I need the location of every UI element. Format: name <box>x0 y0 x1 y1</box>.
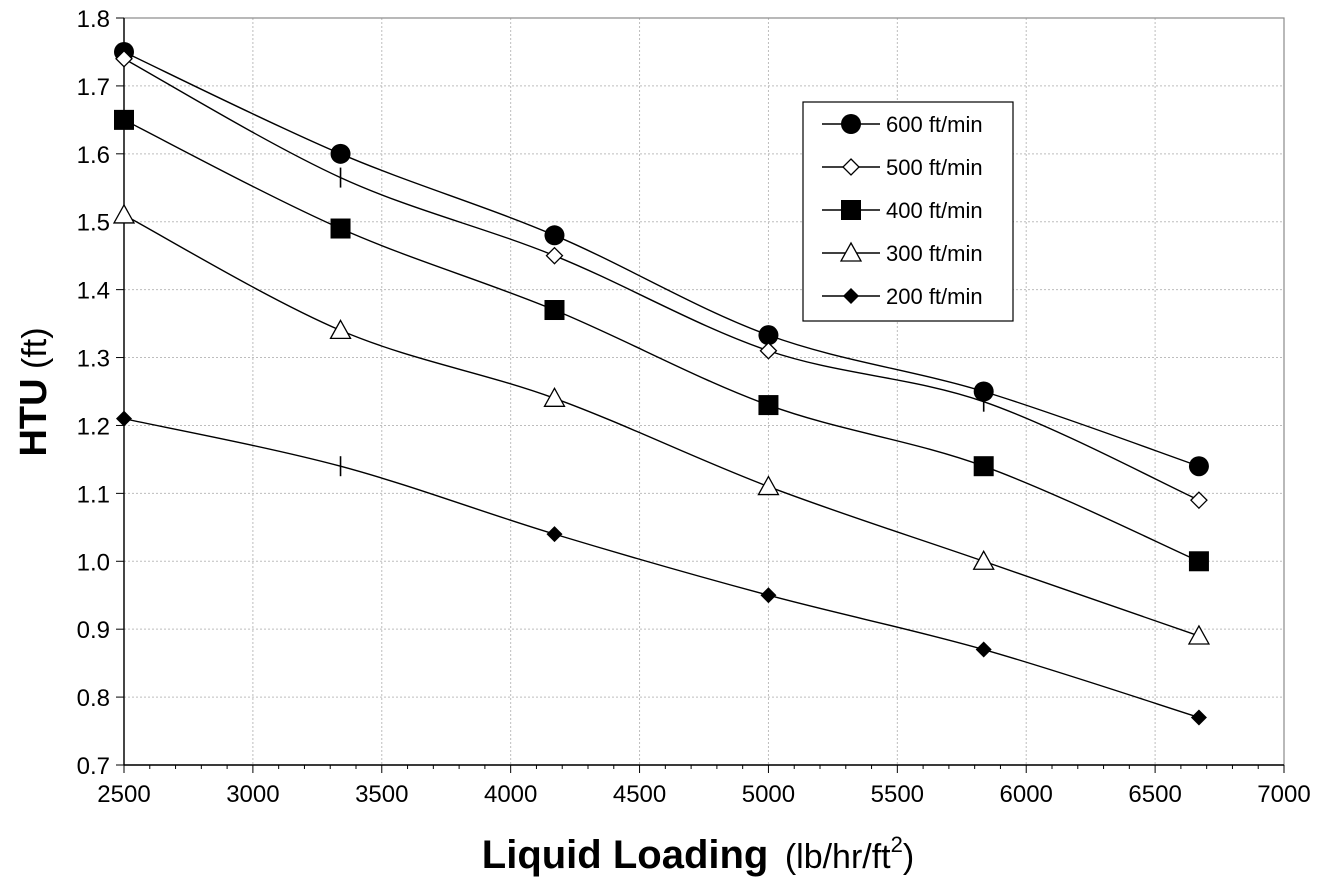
data-point-400 <box>973 456 994 477</box>
data-point-400 <box>758 395 779 416</box>
legend-item-500: 500 ft/min <box>822 155 983 180</box>
grid-lines <box>124 18 1284 765</box>
x-tick-label: 5500 <box>871 781 924 808</box>
data-point-600 <box>330 143 351 164</box>
legend-label-400: 400 ft/min <box>886 198 983 223</box>
series-line-300 <box>123 214 1200 637</box>
x-tick-label: 2500 <box>97 781 150 808</box>
y-tick-label: 1.8 <box>77 6 110 33</box>
data-point-600 <box>758 325 779 346</box>
y-axis-title-unit: (ft) <box>16 327 54 378</box>
plot-frame <box>123 17 1285 766</box>
x-tick-label: 6000 <box>1000 781 1053 808</box>
legend-label-200: 200 ft/min <box>886 284 983 309</box>
data-point-300 <box>972 549 995 570</box>
data-point-200 <box>546 526 563 543</box>
x-axis-title-unit: (lb/hr/ft <box>785 838 891 876</box>
data-point-200 <box>1190 709 1207 726</box>
data-point-300 <box>329 319 352 340</box>
data-point-200 <box>760 587 777 604</box>
y-tick-label: 1.7 <box>77 74 110 101</box>
y-tick-label: 1.1 <box>77 481 110 508</box>
x-tick-label: 3000 <box>226 781 279 808</box>
data-point-500 <box>115 49 133 68</box>
y-tick-label: 0.9 <box>77 617 110 644</box>
x-axis-title-close: ) <box>903 838 914 876</box>
legend-marker-500 <box>842 158 860 176</box>
legend-item-600: 600 ft/min <box>822 112 983 137</box>
legend-marker-200 <box>843 288 859 304</box>
data-point-500 <box>759 341 778 360</box>
axes: 0.7 0.8 0.9 1.0 1.1 1.2 1.3 1.4 1.5 1.6 1.7 1.8 2500… <box>77 6 1311 808</box>
data-point-400 <box>114 109 134 130</box>
series-500 <box>115 49 1208 510</box>
series-400 <box>114 109 1209 572</box>
data-point-400 <box>544 300 565 321</box>
series-line-500 <box>123 58 1200 501</box>
series-group <box>112 41 1211 726</box>
legend: 600 ft/min 500 ft/min 400 ft/min 300 ft/min… <box>802 101 1014 322</box>
legend-marker-300 <box>839 241 863 262</box>
y-axis-title: HTU (ft) <box>13 327 55 456</box>
legend-marker-600 <box>841 114 861 134</box>
data-point-300 <box>1187 624 1211 645</box>
data-point-400 <box>330 218 351 239</box>
legend-item-200: 200 ft/min <box>822 284 983 309</box>
data-point-600 <box>973 381 994 402</box>
data-point-500 <box>545 246 564 265</box>
series-200 <box>116 410 1207 726</box>
y-tick-label: 1.4 <box>77 278 110 305</box>
legend-item-300: 300 ft/min <box>822 241 983 266</box>
legend-label-300: 300 ft/min <box>886 241 983 266</box>
legend-box <box>802 101 1014 322</box>
legend-item-400: 400 ft/min <box>822 198 983 223</box>
data-point-300 <box>543 386 566 407</box>
y-tick-label: 1.0 <box>77 549 110 576</box>
series-600 <box>114 41 1209 477</box>
data-point-200 <box>975 641 992 658</box>
x-tick-label: 4000 <box>484 781 537 808</box>
x-tick-label: 7000 <box>1257 781 1310 808</box>
data-point-500 <box>1190 491 1208 510</box>
x-axis-title-sup: 2 <box>891 832 903 857</box>
x-axis-title: Liquid Loading (lb/hr/ft2) <box>482 832 914 877</box>
y-tick-label: 1.6 <box>77 142 110 169</box>
data-point-400 <box>1188 551 1209 572</box>
y-tick-label: 1.3 <box>77 346 110 373</box>
x-tick-label: 5000 <box>742 781 795 808</box>
x-tick-label: 6500 <box>1128 781 1181 808</box>
x-tick-label: 3500 <box>355 781 408 808</box>
legend-label-500: 500 ft/min <box>886 155 983 180</box>
series-line-200 <box>123 417 1200 719</box>
y-tick-label: 1.5 <box>77 210 110 237</box>
y-axis-title-main: HTU <box>13 378 55 456</box>
x-axis-title-main: Liquid Loading <box>482 833 769 877</box>
legend-marker-400 <box>841 200 861 220</box>
x-tick-label: 4500 <box>613 781 666 808</box>
y-tick-label: 0.7 <box>77 753 110 780</box>
series-300 <box>112 203 1211 645</box>
data-point-600 <box>544 225 565 246</box>
y-tick-label: 0.8 <box>77 685 110 712</box>
data-point-300 <box>757 475 780 496</box>
data-point-300 <box>112 203 136 224</box>
series-line-600 <box>123 51 1200 467</box>
series-line-400 <box>123 119 1200 562</box>
data-point-200 <box>116 410 132 427</box>
y-tick-label: 1.2 <box>77 413 110 440</box>
legend-label-600: 600 ft/min <box>886 112 983 137</box>
data-point-600 <box>1188 456 1209 477</box>
